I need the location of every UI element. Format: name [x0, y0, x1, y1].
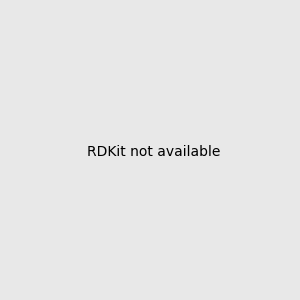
Text: RDKit not available: RDKit not available	[87, 145, 220, 158]
